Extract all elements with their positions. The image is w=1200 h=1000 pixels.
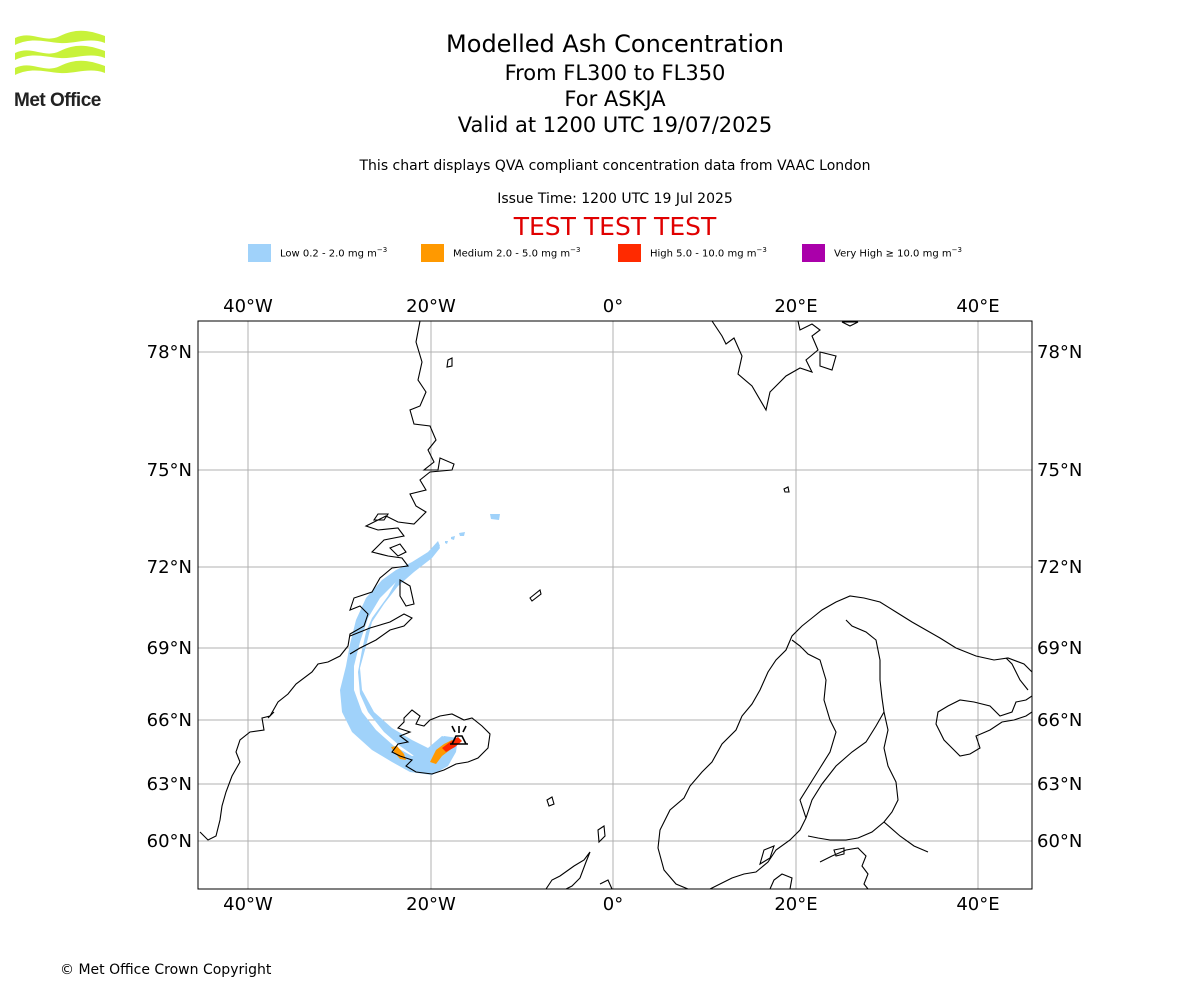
lon-label: 20°E [774,894,817,915]
lon-label: 20°E [774,296,817,317]
legend-item-medium: Medium 2.0 - 5.0 mg m−3 [421,244,580,262]
lon-label: 40°E [956,296,999,317]
ash-low-concentration [340,514,500,775]
lon-label: 0° [603,296,623,317]
gridlines [198,321,1032,889]
volcano-title: For ASKJA [564,87,666,111]
lon-label: 20°W [406,894,456,915]
lat-label: 63°N [147,774,192,795]
compliance-note: This chart displays QVA compliant concen… [359,158,871,174]
flight-level-title: From FL300 to FL350 [504,61,726,85]
legend-swatch-high [618,244,641,262]
lat-label: 69°N [1037,638,1082,659]
latitude-labels-left: 78°N 75°N 72°N 69°N 66°N 63°N 60°N [147,342,192,852]
lat-label: 66°N [1037,710,1082,731]
test-banner: TEST TEST TEST [513,212,717,241]
coastlines [199,321,1032,889]
longitude-labels-bottom: 40°W 20°W 0° 20°E 40°E [223,894,999,915]
valid-time-title: Valid at 1200 UTC 19/07/2025 [457,113,773,137]
latitude-labels-right: 78°N 75°N 72°N 69°N 66°N 63°N 60°N [1037,342,1082,852]
legend-label-medium: Medium 2.0 - 5.0 mg m−3 [453,246,581,260]
met-office-waves-icon [15,30,105,75]
lat-label: 66°N [147,710,192,731]
lon-label: 40°W [223,296,273,317]
legend-swatch-very-high [802,244,825,262]
lat-label: 75°N [147,460,192,481]
lat-label: 63°N [1037,774,1082,795]
lat-label: 72°N [147,557,192,578]
legend-item-low: Low 0.2 - 2.0 mg m−3 [248,244,387,262]
lat-label: 72°N [1037,557,1082,578]
lat-label: 78°N [1037,342,1082,363]
logo-wordmark: Met Office [14,90,101,111]
lat-label: 75°N [1037,460,1082,481]
lon-label: 40°W [223,894,273,915]
legend-swatch-low [248,244,271,262]
chart-titles: Modelled Ash Concentration From FL300 to… [0,28,1200,138]
legend-swatch-medium [421,244,444,262]
legend-label-high: High 5.0 - 10.0 mg m−3 [650,246,767,260]
legend-label-very-high: Very High ≥ 10.0 mg m−3 [834,246,962,260]
lat-label: 78°N [147,342,192,363]
lon-label: 40°E [956,894,999,915]
lon-label: 20°W [406,296,456,317]
main-title: Modelled Ash Concentration [446,30,784,58]
legend-item-very-high: Very High ≥ 10.0 mg m−3 [802,244,962,262]
copyright-notice: © Met Office Crown Copyright [60,962,272,978]
legend-label-low: Low 0.2 - 2.0 mg m−3 [280,246,388,260]
askja-volcano-marker [450,725,468,745]
lat-label: 69°N [147,638,192,659]
legend-item-high: High 5.0 - 10.0 mg m−3 [618,244,767,262]
lat-label: 60°N [147,831,192,852]
longitude-labels-top: 40°W 20°W 0° 20°E 40°E [223,296,999,317]
map-frame [197,320,1033,890]
lat-label: 60°N [1037,831,1082,852]
lon-label: 0° [603,894,623,915]
issue-time: Issue Time: 1200 UTC 19 Jul 2025 [497,191,733,207]
met-office-logo: Met Office [14,30,114,112]
